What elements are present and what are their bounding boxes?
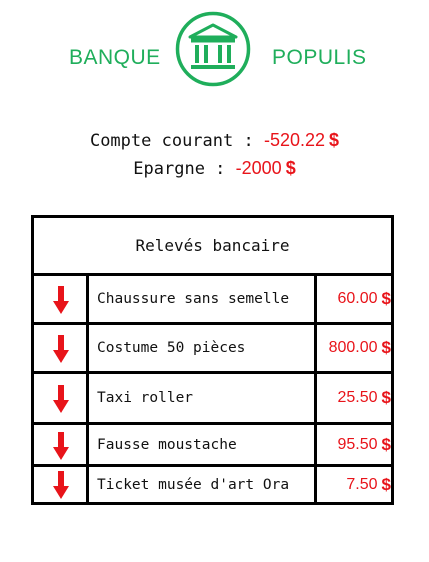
transaction-label: Fausse moustache [89,425,317,464]
row-icon-cell [34,467,89,502]
table-row: Ticket musée d'art Ora 7.50 $ [34,467,391,502]
transaction-label: Taxi roller [89,374,317,422]
table-row: Costume 50 pièces 800.00 $ [34,325,391,374]
current-account-amount: -520.22 [263,130,326,150]
amount-value: 60.00 [337,290,378,307]
table-row: Chaussure sans semelle 60.00 $ [34,276,391,325]
savings-amount: -2000 [235,158,282,178]
down-arrow-icon [53,385,69,413]
savings-value: -2000 $ [236,158,296,178]
amount-value: 95.50 [337,435,378,453]
current-account-line: Compte courant : -520.22 $ [0,126,429,154]
transaction-label: Costume 50 pièces [89,325,317,371]
amount-value: 7.50 [346,475,378,493]
transaction-amount: 25.50 $ [317,374,395,422]
brand-name-right: POPULIS [272,46,367,69]
down-arrow-icon [53,286,69,314]
savings-line: Epargne : -2000 $ [0,154,429,182]
amount-currency: $ [381,289,391,308]
current-account-value: -520.22 $ [264,130,339,150]
transaction-amount: 95.50 $ [317,425,395,464]
row-icon-cell [34,425,89,464]
account-balances: Compte courant : -520.22 $ Epargne : -200… [0,126,429,182]
down-arrow-icon [53,335,69,363]
transaction-amount: 800.00 $ [317,325,395,371]
down-arrow-icon [53,432,69,460]
current-account-label: Compte courant : [89,131,254,151]
down-arrow-icon [53,471,69,499]
transaction-amount: 7.50 $ [317,467,395,502]
table-row: Taxi roller 25.50 $ [34,374,391,425]
statement-title: Relevés bancaire [34,218,391,276]
transaction-amount: 60.00 $ [317,276,395,322]
transaction-label: Ticket musée d'art Ora [89,467,317,502]
amount-currency: $ [381,474,391,494]
savings-currency: $ [285,158,296,178]
amount-currency: $ [381,388,391,407]
table-row: Fausse moustache 95.50 $ [34,425,391,467]
amount-value: 25.50 [337,389,378,406]
current-account-currency: $ [329,130,340,150]
bank-building-icon [175,11,251,87]
row-icon-cell [34,325,89,371]
savings-label: Epargne : [133,159,226,179]
amount-value: 800.00 [328,339,378,356]
row-icon-cell [34,276,89,322]
row-icon-cell [34,374,89,422]
amount-currency: $ [381,338,391,357]
statement-table: Relevés bancaire Chaussure sans semelle … [31,215,394,505]
amount-currency: $ [381,434,391,454]
bank-header: BANQUE POPULIS [0,10,429,88]
transaction-label: Chaussure sans semelle [89,276,317,322]
brand-name-left: BANQUE [69,46,161,69]
